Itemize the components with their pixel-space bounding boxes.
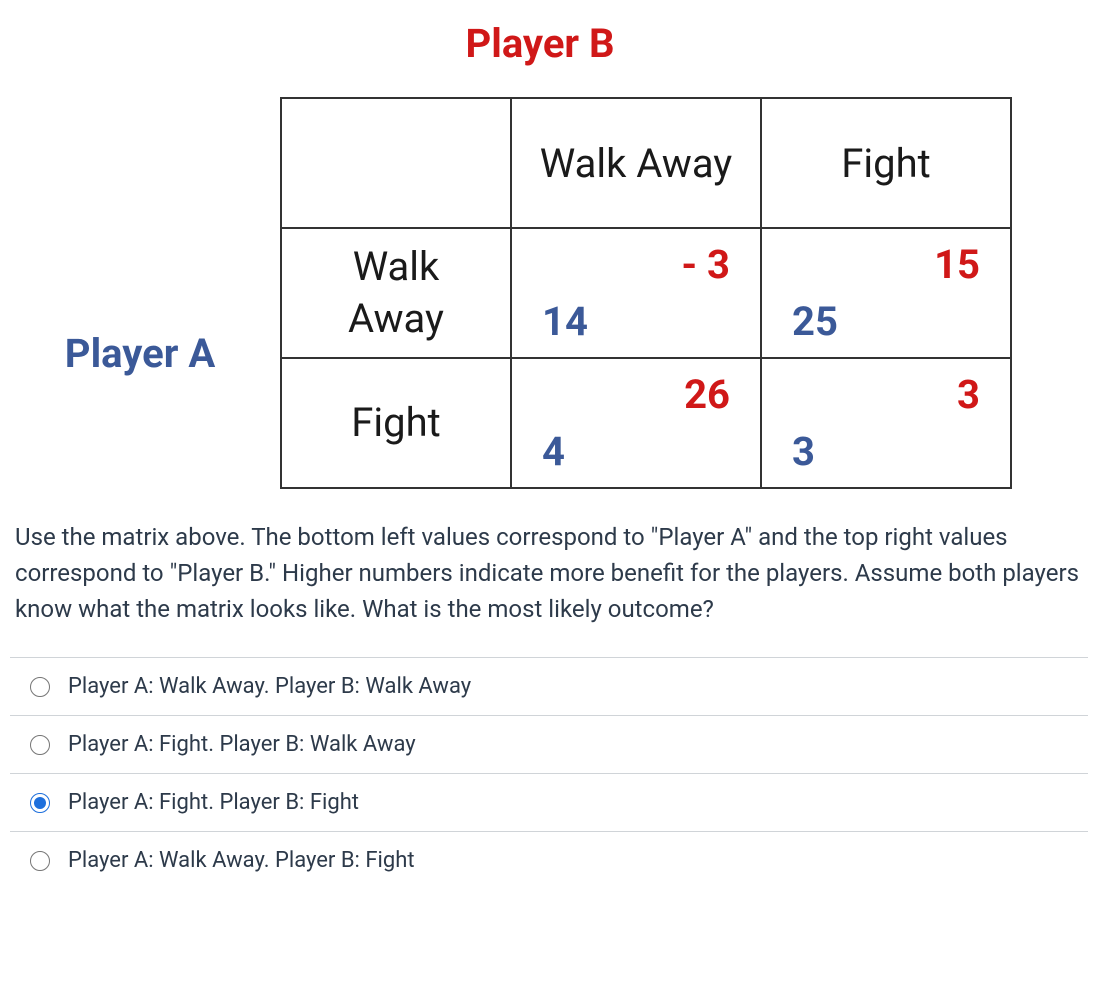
question-text: Use the matrix above. The bottom left va… bbox=[10, 519, 1088, 627]
payoff-b-r0c0: - 3 bbox=[681, 241, 730, 288]
option-radio-2[interactable] bbox=[30, 793, 50, 813]
row-header-away-text: Away bbox=[302, 293, 490, 345]
option-row[interactable]: Player A: Walk Away. Player B: Fight bbox=[10, 831, 1088, 889]
col-header-fight: Fight bbox=[761, 98, 1011, 228]
player-a-label: Player A bbox=[10, 330, 270, 377]
option-label-0[interactable]: Player A: Walk Away. Player B: Walk Away bbox=[68, 674, 471, 699]
cell-fight-walkaway: 26 4 bbox=[511, 358, 761, 488]
cell-walkaway-fight: 15 25 bbox=[761, 228, 1011, 358]
answer-options: Player A: Walk Away. Player B: Walk Away… bbox=[10, 657, 1088, 889]
player-b-label: Player B bbox=[290, 20, 790, 67]
option-label-2[interactable]: Player A: Fight. Player B: Fight bbox=[68, 790, 359, 815]
option-row[interactable]: Player A: Fight. Player B: Walk Away bbox=[10, 715, 1088, 773]
payoff-a-r1c1: 3 bbox=[792, 428, 815, 475]
row-header-walk-away: Walk Away bbox=[281, 228, 511, 358]
col-header-walk-away: Walk Away bbox=[511, 98, 761, 228]
option-label-3[interactable]: Player A: Walk Away. Player B: Fight bbox=[68, 848, 415, 873]
payoff-matrix-table: Walk Away Fight Walk Away - 3 14 15 25 F… bbox=[280, 97, 1012, 489]
row-header-fight: Fight bbox=[281, 358, 511, 488]
row-header-walk-text: Walk bbox=[302, 241, 490, 293]
payoff-b-r1c1: 3 bbox=[957, 371, 980, 418]
payoff-b-r0c1: 15 bbox=[934, 241, 980, 288]
payoff-a-r1c0: 4 bbox=[542, 428, 565, 475]
payoff-b-r1c0: 26 bbox=[684, 371, 730, 418]
game-matrix-section: Player B Player A Walk Away Fight Walk A… bbox=[10, 20, 1088, 489]
payoff-a-r0c0: 14 bbox=[542, 298, 588, 345]
option-row[interactable]: Player A: Walk Away. Player B: Walk Away bbox=[10, 657, 1088, 715]
option-radio-3[interactable] bbox=[30, 851, 50, 871]
option-radio-0[interactable] bbox=[30, 677, 50, 697]
option-row[interactable]: Player A: Fight. Player B: Fight bbox=[10, 773, 1088, 831]
cell-walkaway-walkaway: - 3 14 bbox=[511, 228, 761, 358]
payoff-a-r0c1: 25 bbox=[792, 298, 838, 345]
option-radio-1[interactable] bbox=[30, 735, 50, 755]
corner-cell bbox=[281, 98, 511, 228]
matrix-wrapper: Player A Walk Away Fight Walk Away - 3 1… bbox=[10, 97, 1088, 489]
cell-fight-fight: 3 3 bbox=[761, 358, 1011, 488]
option-label-1[interactable]: Player A: Fight. Player B: Walk Away bbox=[68, 732, 416, 757]
